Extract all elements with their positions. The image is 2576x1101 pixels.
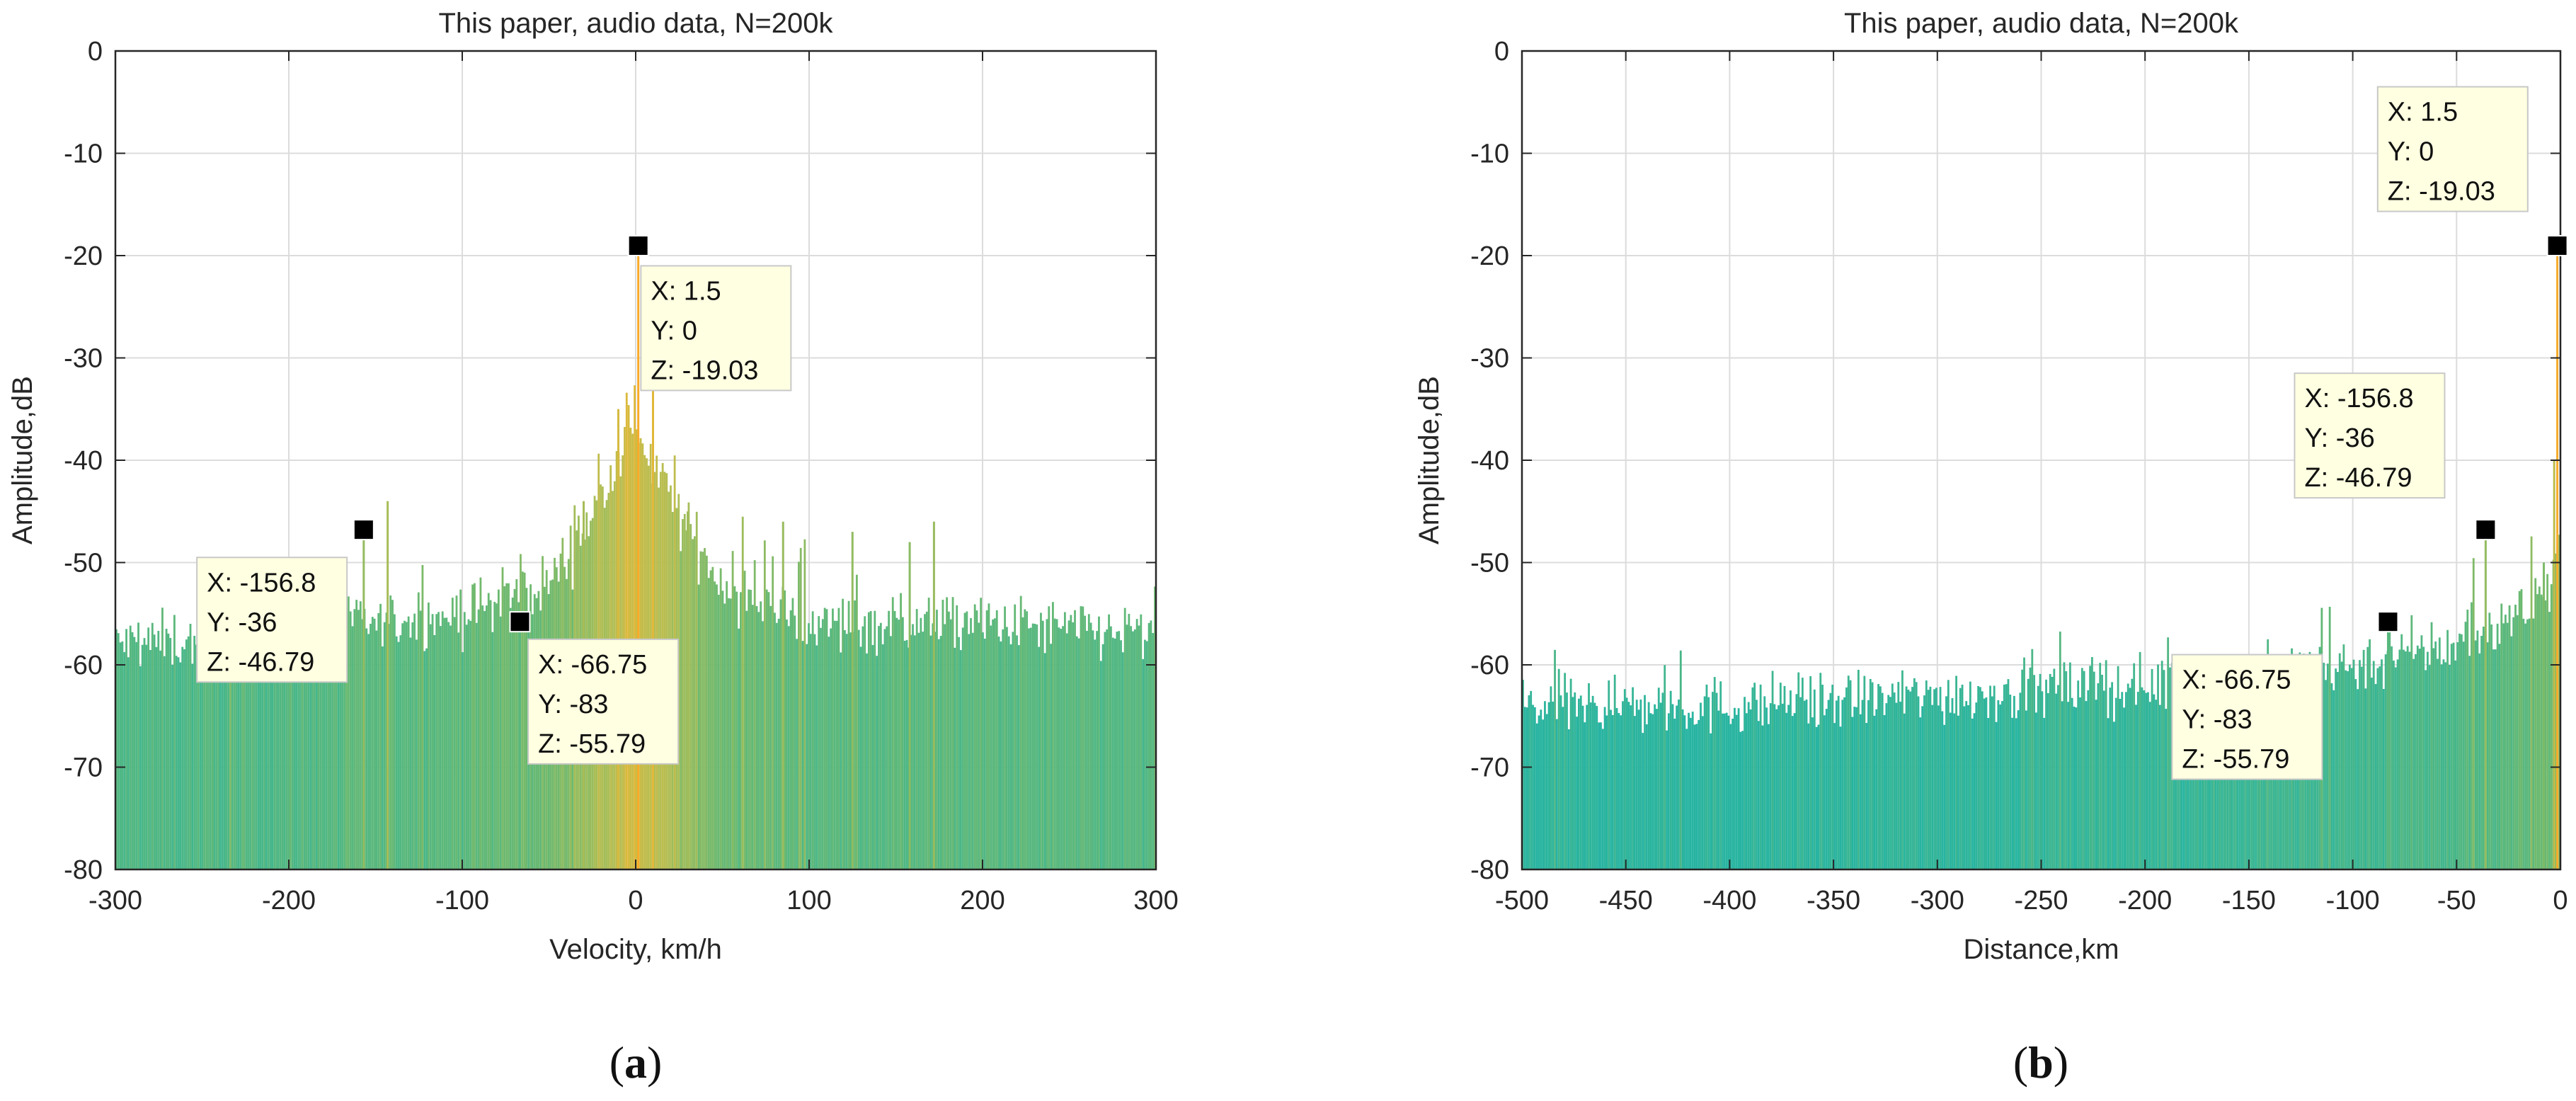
data-tip-z: Z: -55.79 <box>2182 745 2289 775</box>
x-tick-label: -200 <box>262 886 316 915</box>
spectrum-bars <box>115 245 1156 869</box>
x-tick-label: -150 <box>2222 886 2276 915</box>
data-tip-marker <box>2546 234 2568 256</box>
x-tick-label: 300 <box>1133 886 1178 915</box>
y-tick-label: 0 <box>1494 37 1509 67</box>
data-tip-y: Y: -83 <box>538 690 608 719</box>
y-tick-label: -30 <box>64 344 103 374</box>
data-tip: X: -66.75 Y: -83 Z: -55.79 <box>509 611 680 765</box>
x-axis-label: Distance,km <box>1963 934 2119 965</box>
data-tip-box <box>2376 86 2529 212</box>
panel-b: -500 -450 -400 -350 -300 -250 -200 -150 -100 -50 0… <box>1414 8 2568 1088</box>
x-tick-label: -100 <box>2326 886 2380 915</box>
data-tip-z: Z: -46.79 <box>2304 463 2412 493</box>
x-tick-label: -400 <box>1702 886 1756 915</box>
data-tip-box <box>2294 372 2446 499</box>
x-tick-label: -200 <box>2118 886 2172 915</box>
data-tip-x: X: -66.75 <box>2182 666 2291 695</box>
y-tick-label: -60 <box>64 651 103 680</box>
caption-b: (b) <box>2013 1037 2068 1088</box>
y-tick-label: -60 <box>1470 651 1509 680</box>
x-tick-label: 0 <box>628 886 643 915</box>
x-tick-label: 0 <box>2553 886 2568 915</box>
x-tick-label: -100 <box>435 886 489 915</box>
data-tip-box <box>640 265 792 392</box>
caption-letter: a <box>624 1037 647 1088</box>
x-tick-label: -500 <box>1495 886 1549 915</box>
data-tip-z: Z: -46.79 <box>207 647 314 677</box>
y-tick-label: -40 <box>1470 446 1509 476</box>
data-tip-x: X: -156.8 <box>2304 384 2413 413</box>
data-tip-marker <box>2377 611 2399 633</box>
y-tick-label: -80 <box>1470 855 1509 885</box>
x-axis-label: Velocity, km/h <box>549 934 722 965</box>
spectrum-bars <box>1522 245 2560 869</box>
x-tick-label: -300 <box>1911 886 1964 915</box>
data-tip-box <box>2171 654 2323 780</box>
caption-close-paren: ) <box>2054 1037 2068 1088</box>
caption-close-paren: ) <box>647 1037 662 1088</box>
data-tip-marker <box>509 611 531 633</box>
x-tick-label: -300 <box>88 886 142 915</box>
y-tick-label: -50 <box>1470 549 1509 578</box>
data-tip-x: X: 1.5 <box>2388 98 2458 127</box>
y-tick-label: -70 <box>64 753 103 783</box>
y-tick-label: -20 <box>64 241 103 271</box>
data-tip-y: Y: 0 <box>651 316 697 346</box>
data-tip-z: Z: -55.79 <box>538 729 646 759</box>
data-tip-y: Y: -36 <box>2304 423 2374 453</box>
caption-open-paren: ( <box>2013 1037 2028 1088</box>
x-tick-label: -50 <box>2437 886 2476 915</box>
chart-title: This paper, audio data, N=200k <box>1844 8 2239 39</box>
data-tip-x: X: 1.5 <box>651 276 721 306</box>
y-axis-label: Amplitude,dB <box>7 376 38 544</box>
data-tip: X: -156.8 Y: -36 Z: -46.79 <box>2294 372 2497 541</box>
y-tick-label: -30 <box>1470 344 1509 374</box>
y-axis-label: Amplitude,dB <box>1414 376 1445 544</box>
data-tip-marker <box>353 519 374 541</box>
data-tip-z: Z: -19.03 <box>651 355 758 385</box>
data-tip-y: Y: -36 <box>207 607 277 637</box>
data-tip: X: 1.5 Y: 0 Z: -19.03 <box>627 234 792 392</box>
caption-a: (a) <box>609 1037 663 1088</box>
x-tick-label: 100 <box>786 886 831 915</box>
chart-title: This paper, audio data, N=200k <box>438 8 833 39</box>
data-tip-z: Z: -19.03 <box>2388 177 2495 207</box>
x-tick-label: -350 <box>1807 886 1860 915</box>
data-tip-x: X: -156.8 <box>207 568 316 598</box>
data-tip: X: -66.75 Y: -83 Z: -55.79 <box>2171 611 2399 780</box>
x-tick-label: 200 <box>960 886 1004 915</box>
y-tick-label: -40 <box>64 446 103 476</box>
y-tick-label: -50 <box>64 549 103 578</box>
x-tick-label: -450 <box>1599 886 1653 915</box>
panel-a: -300 -200 -100 0 100 200 300 0 -10 -20 -30 -40 -50 -6… <box>7 8 1179 1088</box>
data-tip-y: Y: -83 <box>2182 705 2252 735</box>
y-tick-label: -10 <box>64 139 103 169</box>
x-tick-label: -250 <box>2014 886 2068 915</box>
caption-letter: b <box>2028 1037 2054 1088</box>
data-tip-y: Y: 0 <box>2388 137 2434 167</box>
y-tick-label: 0 <box>88 37 103 67</box>
y-tick-label: -80 <box>64 855 103 885</box>
data-tip-x: X: -66.75 <box>538 650 647 680</box>
y-tick-label: -20 <box>1470 241 1509 271</box>
data-tip-marker <box>627 234 649 256</box>
y-tick-label: -10 <box>1470 139 1509 169</box>
data-tip-box <box>527 638 680 765</box>
data-tip-box <box>196 557 348 683</box>
caption-open-paren: ( <box>609 1037 624 1088</box>
y-tick-label: -70 <box>1470 753 1509 783</box>
data-tip-marker <box>2475 519 2497 541</box>
data-tip: X: 1.5 Y: 0 Z: -19.03 <box>2376 86 2568 256</box>
data-tip: X: -156.8 Y: -36 Z: -46.79 <box>196 519 374 683</box>
